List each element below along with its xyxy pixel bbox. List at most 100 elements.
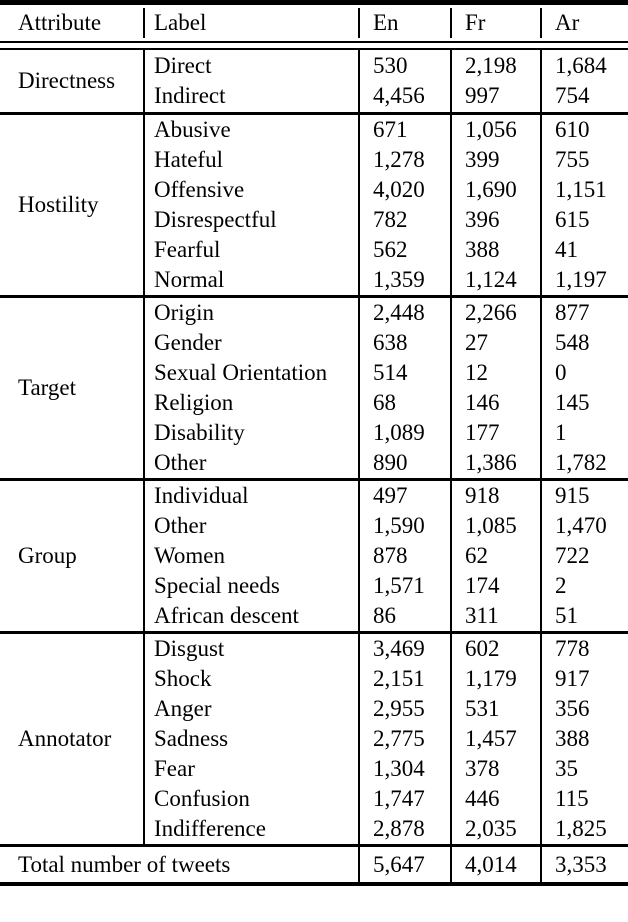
ar-value-cell: 1,151 bbox=[555, 177, 607, 202]
attribute-cell: Directness bbox=[18, 68, 116, 93]
label-cell: Disrespectful bbox=[154, 207, 277, 232]
label-cell: Hateful bbox=[154, 147, 223, 172]
ar-value-cell: 877 bbox=[555, 300, 590, 325]
en-values-column: 2,448 638 514 68 1,089 890 bbox=[358, 298, 450, 478]
en-value-cell: 671 bbox=[373, 117, 408, 142]
fr-value-cell: 146 bbox=[465, 390, 500, 415]
fr-value-cell: 2,035 bbox=[465, 816, 517, 841]
fr-value-cell: 997 bbox=[465, 83, 500, 108]
en-value-cell: 878 bbox=[373, 543, 408, 568]
label-cell: Offensive bbox=[154, 177, 245, 202]
en-values-column: 3,469 2,151 2,955 2,775 1,304 1,747 2,878 bbox=[358, 634, 450, 844]
en-value-cell: 638 bbox=[373, 330, 408, 355]
labels-column: Origin Gender Sexual Orientation Religion Di… bbox=[143, 298, 358, 478]
fr-value-cell: 1,457 bbox=[465, 726, 517, 751]
ar-value-cell: 754 bbox=[555, 83, 590, 108]
ar-value-cell: 2 bbox=[555, 573, 567, 598]
ar-value-cell: 915 bbox=[555, 483, 590, 508]
attribute-cell: Target bbox=[18, 375, 76, 400]
fr-values-column: 1,056 399 1,690 396 388 1,124 bbox=[450, 115, 540, 295]
label-cell: Other bbox=[154, 513, 207, 538]
en-value-cell: 514 bbox=[373, 360, 408, 385]
ar-value-cell: 145 bbox=[555, 390, 590, 415]
fr-value-cell: 1,179 bbox=[465, 666, 517, 691]
en-value-cell: 497 bbox=[373, 483, 408, 508]
fr-value-cell: 311 bbox=[465, 603, 499, 628]
total-fr-value: 4,014 bbox=[450, 847, 540, 882]
fr-value-cell: 1,124 bbox=[465, 267, 517, 292]
ar-value-cell: 778 bbox=[555, 636, 590, 661]
ar-value-cell: 0 bbox=[555, 360, 567, 385]
label-cell: Individual bbox=[154, 483, 249, 508]
ar-values-column: 1,684 754 bbox=[540, 50, 628, 112]
header-en: En bbox=[358, 8, 450, 38]
total-label: Total number of tweets bbox=[18, 852, 231, 877]
ar-values-column: 778 917 356 388 35 115 1,825 bbox=[540, 634, 628, 844]
en-value-cell: 562 bbox=[373, 237, 408, 262]
en-value-cell: 1,590 bbox=[373, 513, 425, 538]
ar-value-cell: 41 bbox=[555, 237, 578, 262]
en-value-cell: 4,020 bbox=[373, 177, 425, 202]
label-cell: Indirect bbox=[154, 83, 226, 108]
en-value-cell: 1,571 bbox=[373, 573, 425, 598]
label-cell: Religion bbox=[154, 390, 234, 415]
ar-value-cell: 1,825 bbox=[555, 816, 607, 841]
attribute-cell: Annotator bbox=[18, 726, 112, 751]
en-value-cell: 1,359 bbox=[373, 267, 425, 292]
label-cell: Sadness bbox=[154, 726, 229, 751]
header-ar: Ar bbox=[540, 8, 628, 38]
ar-value-cell: 610 bbox=[555, 117, 590, 142]
header-double-rule bbox=[0, 41, 628, 50]
fr-value-cell: 602 bbox=[465, 636, 500, 661]
fr-values-column: 2,266 27 12 146 177 1,386 bbox=[450, 298, 540, 478]
en-values-column: 530 4,456 bbox=[358, 50, 450, 112]
label-cell: Direct bbox=[154, 53, 212, 78]
ar-value-cell: 755 bbox=[555, 147, 590, 172]
ar-values-column: 610 755 1,151 615 41 1,197 bbox=[540, 115, 628, 295]
fr-value-cell: 27 bbox=[465, 330, 488, 355]
fr-values-column: 918 1,085 62 174 311 bbox=[450, 481, 540, 631]
ar-value-cell: 356 bbox=[555, 696, 590, 721]
label-cell: Fear bbox=[154, 756, 195, 781]
label-cell: Shock bbox=[154, 666, 212, 691]
fr-value-cell: 2,266 bbox=[465, 300, 517, 325]
fr-value-cell: 177 bbox=[465, 420, 500, 445]
label-cell: Confusion bbox=[154, 786, 250, 811]
label-cell: Other bbox=[154, 450, 207, 475]
table-header-row: Attribute Label En Fr Ar bbox=[0, 5, 628, 41]
en-value-cell: 2,151 bbox=[373, 666, 425, 691]
dataset-statistics-table: Attribute Label En Fr Ar Directness Direc… bbox=[0, 0, 628, 886]
en-value-cell: 1,304 bbox=[373, 756, 425, 781]
header-attribute: Attribute bbox=[18, 10, 102, 35]
total-en-value: 5,647 bbox=[358, 847, 450, 882]
labels-column: Direct Indirect bbox=[143, 50, 358, 112]
table-section-directness: Directness Direct Indirect 530 4,456 2,198 997… bbox=[0, 50, 628, 112]
ar-value-cell: 115 bbox=[555, 786, 589, 811]
fr-values-column: 602 1,179 531 1,457 378 446 2,035 bbox=[450, 634, 540, 844]
ar-value-cell: 1,197 bbox=[555, 267, 607, 292]
en-value-cell: 782 bbox=[373, 207, 408, 232]
ar-values-column: 877 548 0 145 1 1,782 bbox=[540, 298, 628, 478]
ar-value-cell: 388 bbox=[555, 726, 590, 751]
total-row: Total number of tweets 5,647 4,014 3,353 bbox=[0, 844, 628, 882]
en-value-cell: 2,878 bbox=[373, 816, 425, 841]
ar-value-cell: 1,684 bbox=[555, 53, 607, 78]
fr-value-cell: 396 bbox=[465, 207, 500, 232]
fr-value-cell: 918 bbox=[465, 483, 500, 508]
fr-value-cell: 378 bbox=[465, 756, 500, 781]
en-value-cell: 1,747 bbox=[373, 786, 425, 811]
en-value-cell: 4,456 bbox=[373, 83, 425, 108]
fr-value-cell: 1,386 bbox=[465, 450, 517, 475]
en-value-cell: 2,955 bbox=[373, 696, 425, 721]
fr-value-cell: 388 bbox=[465, 237, 500, 262]
fr-values-column: 2,198 997 bbox=[450, 50, 540, 112]
label-cell: Anger bbox=[154, 696, 212, 721]
en-value-cell: 3,469 bbox=[373, 636, 425, 661]
ar-value-cell: 51 bbox=[555, 603, 578, 628]
en-value-cell: 1,089 bbox=[373, 420, 425, 445]
header-label: Label bbox=[143, 8, 358, 38]
table-section-group: Group Individual Other Women Special needs Af… bbox=[0, 478, 628, 631]
labels-column: Individual Other Women Special needs African… bbox=[143, 481, 358, 631]
fr-value-cell: 531 bbox=[465, 696, 500, 721]
table-body: Directness Direct Indirect 530 4,456 2,198 997… bbox=[0, 50, 628, 844]
